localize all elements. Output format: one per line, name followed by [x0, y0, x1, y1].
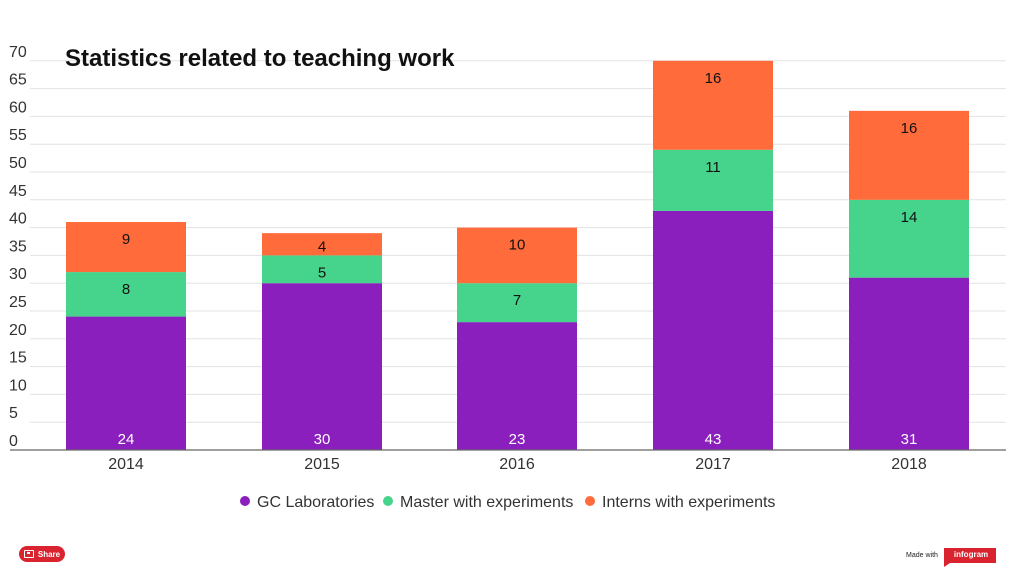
bar-segment[interactable]	[66, 222, 186, 273]
y-tick-label: 70	[9, 44, 27, 61]
data-label: 16	[705, 70, 722, 87]
bar-segment[interactable]	[849, 277, 969, 450]
y-tick-label: 5	[9, 405, 18, 422]
bars	[66, 60, 969, 450]
infogram-logo: infogram	[943, 547, 997, 567]
legend-item[interactable]: Master with experiments	[383, 494, 573, 511]
legend-label: GC Laboratories	[257, 494, 374, 511]
legend-item[interactable]: GC Laboratories	[240, 494, 374, 511]
bar-segment[interactable]	[457, 227, 577, 284]
bar-segment[interactable]	[849, 199, 969, 278]
y-tick-label: 15	[9, 350, 27, 367]
bar-segment[interactable]	[849, 110, 969, 200]
y-tick-label: 25	[9, 294, 27, 311]
data-label: 24	[118, 431, 135, 448]
legend-swatch	[240, 496, 250, 506]
x-tick-label: 2016	[499, 456, 535, 473]
bar-segment[interactable]	[66, 272, 186, 317]
bar-segment[interactable]	[653, 60, 773, 150]
legend-item[interactable]: Interns with experiments	[585, 494, 775, 511]
data-label: 16	[901, 120, 918, 137]
data-label: 8	[122, 281, 130, 298]
data-label: 9	[122, 231, 130, 248]
y-tick-label: 50	[9, 155, 27, 172]
legend-label: Interns with experiments	[602, 494, 775, 511]
y-tick-label: 65	[9, 72, 27, 89]
bar-segment[interactable]	[653, 210, 773, 450]
bar-segment[interactable]	[457, 322, 577, 450]
x-tick-label: 2014	[108, 456, 144, 473]
x-tick-label: 2015	[304, 456, 340, 473]
data-label: 7	[513, 292, 521, 309]
y-tick-label: 60	[9, 99, 27, 116]
y-tick-label: 20	[9, 322, 27, 339]
bar-segment[interactable]	[262, 255, 382, 284]
data-label: 5	[318, 264, 326, 281]
data-label: 43	[705, 431, 722, 448]
y-tick-label: 30	[9, 266, 27, 283]
bar-segment[interactable]	[262, 233, 382, 256]
share-icon	[23, 550, 34, 558]
bar-segment[interactable]	[262, 283, 382, 450]
made-with-infogram[interactable]: Made with infogram	[906, 547, 997, 567]
data-label: 10	[509, 237, 526, 254]
legend[interactable]: GC Laboratories Master with experiments In…	[240, 494, 775, 511]
legend-label: Master with experiments	[400, 494, 573, 511]
chart-title: Statistics related to teaching work	[65, 45, 455, 72]
data-label: 30	[314, 431, 331, 448]
legend-swatch	[585, 496, 595, 506]
made-with-label: Made with	[906, 551, 938, 559]
x-tick-label: 2018	[891, 456, 927, 473]
y-tick-label: 10	[9, 377, 27, 394]
y-tick-label: 0	[9, 433, 18, 450]
y-tick-label: 40	[9, 211, 27, 228]
data-label: 31	[901, 431, 918, 448]
share-label: Share	[37, 549, 61, 559]
data-label: 4	[318, 238, 326, 255]
legend-swatch	[383, 496, 393, 506]
data-label: 11	[705, 159, 721, 176]
y-tick-label: 35	[9, 238, 27, 255]
data-label: 23	[509, 431, 526, 448]
y-tick-label: 45	[9, 183, 27, 200]
bar-segment[interactable]	[457, 283, 577, 323]
share-button[interactable]: Share	[19, 546, 65, 562]
bar-segment[interactable]	[653, 149, 773, 211]
data-labels: 24 8 9 30 5 4 23 7 10 43 11 16 31 14 16	[118, 70, 918, 448]
bar-segment[interactable]	[66, 316, 186, 450]
x-tick-label: 2017	[695, 456, 731, 473]
data-label: 14	[901, 209, 918, 226]
y-tick-label: 55	[9, 127, 27, 144]
